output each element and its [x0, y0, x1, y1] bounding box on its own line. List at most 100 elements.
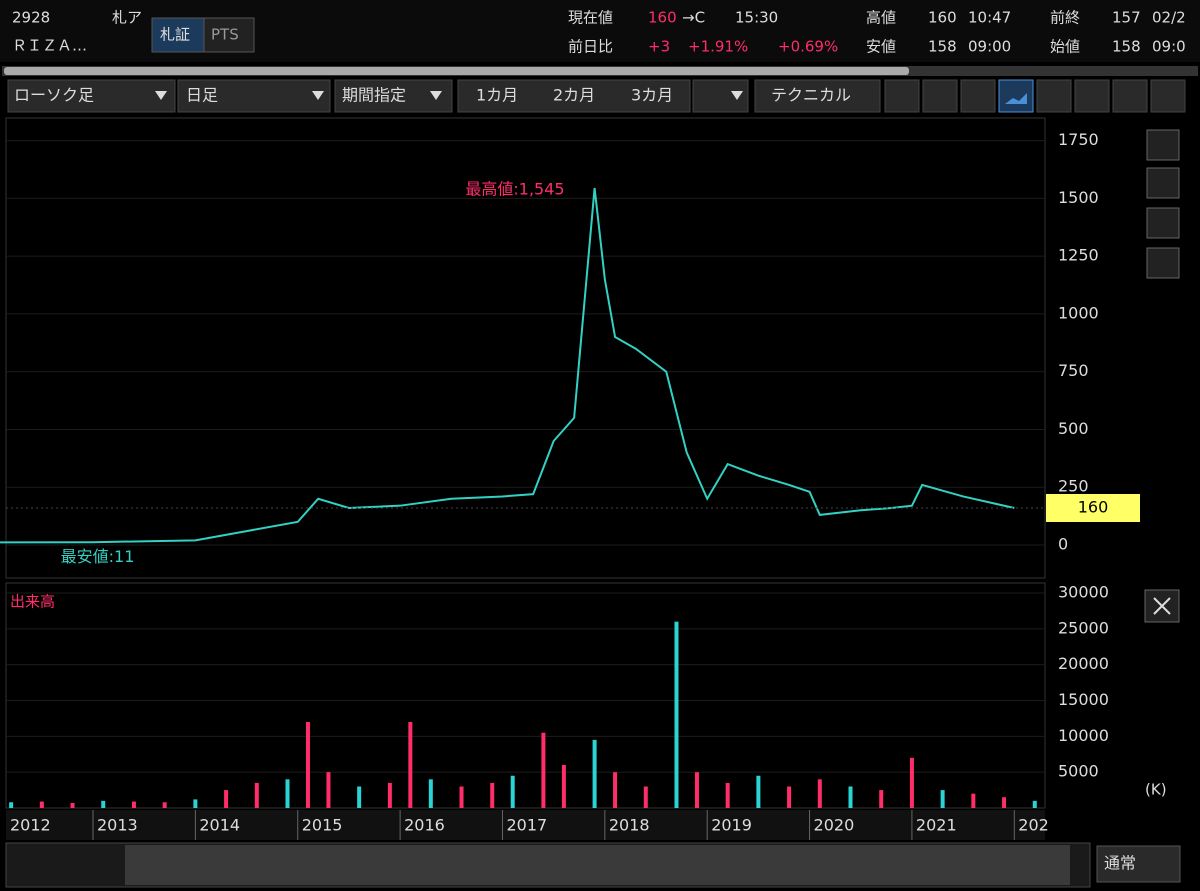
value: +0.69% — [778, 38, 838, 56]
x-tick-label: 2019 — [711, 816, 752, 835]
value: 158 — [928, 38, 957, 56]
scroll-thumb[interactable] — [4, 67, 909, 75]
icon-button[interactable] — [1150, 79, 1186, 113]
value: 160 — [648, 9, 677, 27]
volume-bar — [971, 793, 976, 808]
side-button[interactable] — [1146, 129, 1180, 161]
range: 2カ月 — [553, 86, 595, 105]
x-tick-label: 2015 — [302, 816, 343, 835]
volume-bar — [879, 790, 884, 808]
dropdown-label: 通常 — [1104, 854, 1136, 873]
label: 前終 — [1050, 9, 1080, 27]
y-tick-label: 20000 — [1058, 654, 1109, 673]
volume-bar — [428, 779, 433, 808]
value: →C — [682, 9, 705, 27]
tab[interactable] — [151, 17, 205, 53]
volume-bar — [541, 732, 546, 808]
icon-button[interactable] — [1112, 79, 1148, 113]
button[interactable] — [754, 79, 881, 113]
volume-bar — [787, 786, 792, 808]
label: 現在値 — [568, 9, 613, 27]
icon-button[interactable] — [998, 79, 1034, 113]
side-button[interactable] — [1146, 207, 1180, 239]
tab[interactable] — [203, 17, 255, 53]
volume-bar — [756, 775, 761, 808]
y-tick-label: 1500 — [1058, 188, 1099, 207]
volume-bar — [592, 739, 597, 808]
toolbar — [7, 79, 1186, 113]
volume-bar — [326, 772, 331, 808]
dropdown[interactable] — [334, 79, 453, 113]
volume-bar — [357, 786, 362, 808]
volume-title: 出来高 — [10, 593, 55, 611]
current-price-box — [1046, 493, 1140, 522]
icon-button[interactable] — [884, 79, 920, 113]
volume-bar — [408, 722, 413, 808]
max-label: 最高値:1,545 — [465, 180, 564, 199]
x-tick-label: 2012 — [10, 816, 51, 835]
dropdown[interactable] — [1096, 845, 1181, 883]
y-tick-label: 25000 — [1058, 618, 1109, 637]
x-axis — [6, 810, 1045, 840]
label: 始値 — [1050, 38, 1080, 56]
icon-button[interactable] — [1074, 79, 1110, 113]
side-buttons — [1144, 129, 1180, 623]
volume-bar — [131, 801, 136, 808]
volume-bar — [1032, 800, 1037, 808]
volume-bar — [561, 765, 566, 808]
value: +1.91% — [688, 38, 748, 56]
volume-bar — [162, 802, 167, 808]
x-tick-label: 2018 — [609, 816, 650, 835]
volume-bar — [510, 775, 515, 808]
volume-bar — [725, 782, 730, 808]
value: 10:47 — [968, 9, 1011, 27]
value: 157 — [1112, 9, 1141, 27]
range: 1カ月 — [476, 86, 518, 105]
y-tick-label: 1750 — [1058, 130, 1099, 149]
value: +3 — [648, 38, 670, 56]
value: 160 — [928, 9, 957, 27]
x-tick-label: 2016 — [404, 816, 445, 835]
volume-bar — [674, 621, 679, 808]
volume-panel — [5, 582, 1046, 809]
dropdown[interactable] — [692, 79, 749, 113]
value: 09:00 — [968, 38, 1011, 56]
volume-bar — [694, 772, 699, 808]
current-price-label: 160 — [1078, 497, 1109, 516]
unit: (K) — [1145, 781, 1167, 799]
dropdown[interactable] — [7, 79, 176, 113]
dropdown-label: ローソク足 — [14, 86, 94, 105]
icon-button[interactable] — [1036, 79, 1072, 113]
icon-button[interactable] — [922, 79, 958, 113]
value: 09:0 — [1152, 38, 1186, 56]
volume-bar — [909, 757, 914, 808]
navigator-window — [125, 845, 1070, 885]
range-group[interactable] — [457, 79, 691, 113]
market: 札ア — [112, 9, 142, 27]
side-button[interactable] — [1146, 167, 1180, 199]
name: ＲＩＺＡ… — [12, 37, 87, 55]
volume-bar — [39, 801, 44, 808]
icon-button[interactable] — [960, 79, 996, 113]
dropdown[interactable] — [177, 79, 331, 113]
volume-bar — [9, 802, 14, 808]
label: 前日比 — [568, 38, 613, 56]
code: 2928 — [12, 9, 50, 27]
side-button[interactable] — [1146, 247, 1180, 279]
tab-label: 札証 — [160, 26, 190, 44]
label: 安値 — [866, 38, 896, 56]
y-tick-label: 0 — [1058, 534, 1068, 553]
value: 02/2 — [1152, 9, 1186, 27]
volume-bar — [848, 786, 853, 808]
y-tick-label: 10000 — [1058, 726, 1109, 745]
volume-bar — [459, 786, 464, 808]
y-tick-label: 1000 — [1058, 303, 1099, 322]
volume-bar — [254, 782, 259, 808]
close-icon — [1153, 597, 1171, 615]
dropdown-label: 日足 — [186, 86, 218, 105]
y-tick-label: 750 — [1058, 361, 1089, 380]
volume-bar — [285, 779, 290, 808]
volume-bar — [490, 782, 495, 808]
x-tick-label: 2021 — [916, 816, 957, 835]
